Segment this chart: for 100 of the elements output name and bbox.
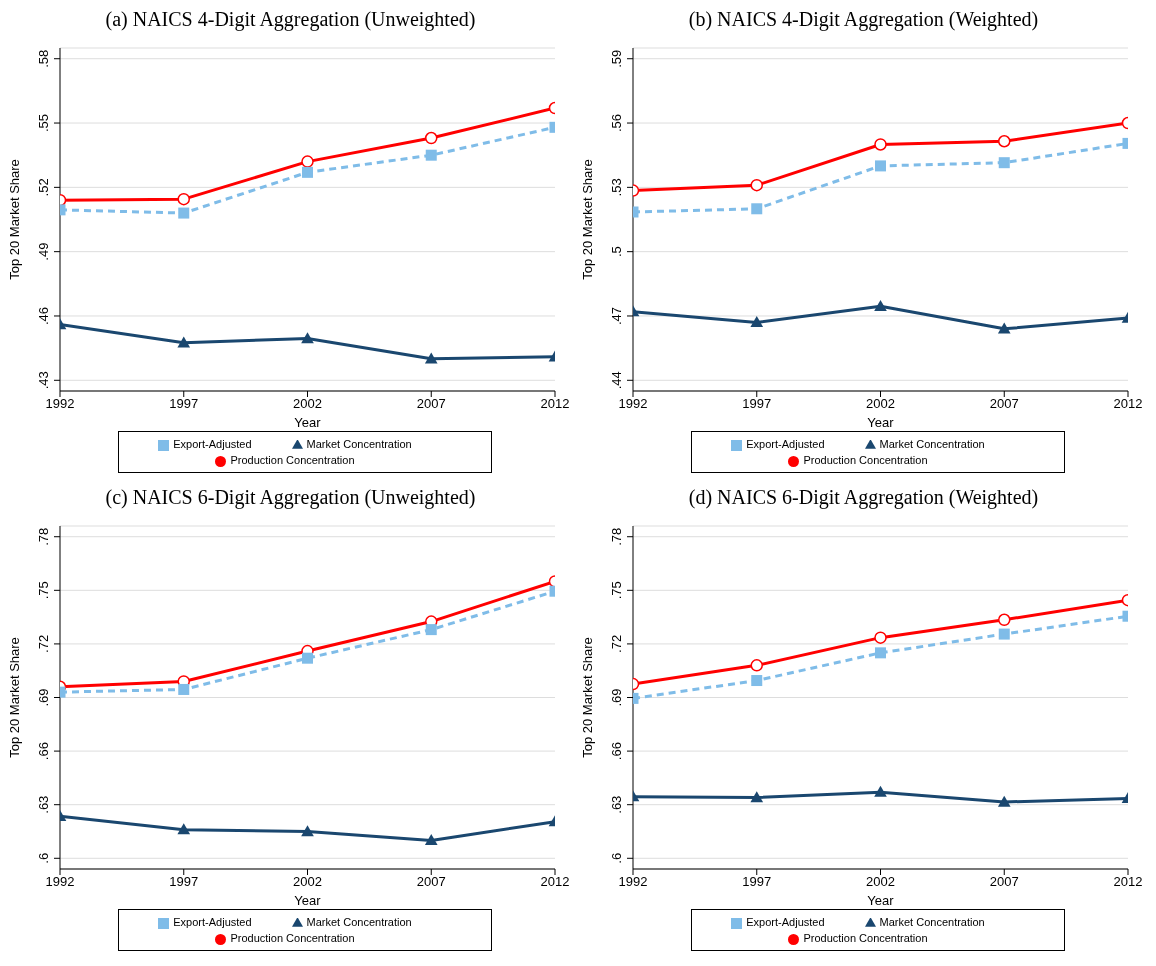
y-tick-label: .75 (609, 581, 624, 600)
point (997, 322, 1011, 334)
point (998, 157, 1010, 169)
y-axis-title: Top 20 Market Share (579, 637, 595, 758)
y-tick-label: .72 (609, 634, 624, 653)
y-tick-label: .5 (609, 246, 624, 258)
point (750, 791, 764, 803)
x-tick-label: 1992 (45, 874, 75, 890)
x-axis-title: Year (294, 415, 322, 430)
y-tick-label: .63 (36, 795, 51, 814)
y-tick-label: .69 (36, 688, 51, 707)
point (425, 131, 438, 145)
x-tick-label: 1997 (742, 396, 772, 412)
x-tick-label: 1997 (169, 874, 199, 890)
point (302, 166, 313, 178)
x-axis-title: Year (867, 415, 895, 430)
point (874, 785, 887, 797)
legend-label: Market Concentration (879, 438, 985, 450)
x-tick-label: 2012 (540, 396, 570, 412)
x-axis-title: Year (294, 893, 322, 908)
y-tick-label: .58 (36, 49, 51, 68)
y-tick-label: .6 (609, 852, 624, 864)
x-tick-label: 2012 (1113, 874, 1143, 890)
legend-label: Market Concentration (879, 916, 985, 928)
y-tick-label: .52 (36, 178, 51, 197)
x-tick-label: 2007 (989, 874, 1019, 890)
point (177, 823, 191, 835)
legend-label: Production Concentration (230, 454, 355, 466)
y-tick-label: .55 (36, 113, 51, 133)
point (301, 155, 314, 168)
point (874, 300, 887, 311)
y-tick-label: .47 (609, 306, 624, 326)
point (750, 659, 763, 672)
point (750, 178, 763, 192)
legend-label: Export-Adjusted (173, 916, 252, 928)
x-tick-label: 1997 (742, 874, 772, 890)
y-tick-label: .43 (36, 371, 51, 390)
point (750, 316, 764, 328)
y-tick-label: .66 (36, 742, 51, 761)
legend-label: Production Concentration (803, 454, 928, 466)
x-tick-label: 2002 (866, 874, 895, 890)
y-tick-label: .44 (609, 371, 624, 390)
point (301, 332, 314, 344)
x-tick-label: 2012 (540, 874, 570, 890)
y-axis-title: Top 20 Market Share (6, 159, 22, 280)
y-tick-label: .63 (609, 795, 624, 814)
point (998, 613, 1011, 627)
chart-title: (d) NAICS 6-Digit Aggregation (Weighted) (687, 486, 1040, 511)
legend-label: Market Concentration (306, 438, 412, 450)
y-tick-label: .46 (36, 306, 51, 326)
point (998, 628, 1010, 640)
x-tick-label: 2012 (1113, 396, 1143, 412)
x-tick-label: 2002 (293, 874, 322, 890)
legend-label: Export-Adjusted (746, 916, 825, 928)
point (177, 336, 191, 348)
legend-label: Export-Adjusted (746, 438, 825, 450)
y-tick-label: .78 (36, 527, 51, 546)
y-axis-title: Top 20 Market Share (579, 159, 595, 280)
y-tick-label: .75 (36, 581, 51, 600)
y-tick-label: .66 (609, 742, 624, 761)
x-tick-label: 1992 (618, 874, 648, 890)
point (997, 795, 1011, 807)
legend-label: Production Concentration (803, 932, 928, 944)
point (177, 192, 190, 206)
x-tick-label: 2002 (293, 396, 322, 412)
point (998, 135, 1011, 148)
point (425, 624, 437, 636)
point (751, 203, 763, 215)
y-tick-label: .53 (609, 178, 624, 197)
x-tick-label: 1992 (618, 396, 648, 412)
chart-title: (c) NAICS 6-Digit Aggregation (Unweighted) (104, 486, 477, 511)
point (178, 683, 190, 695)
point (424, 352, 438, 364)
x-tick-label: 2007 (989, 396, 1019, 412)
y-tick-label: .6 (36, 852, 51, 864)
x-tick-label: 2007 (416, 874, 446, 890)
legend-label: Export-Adjusted (173, 438, 252, 450)
x-tick-label: 1992 (45, 396, 75, 412)
point (178, 207, 190, 219)
point (301, 825, 314, 837)
point (874, 631, 887, 644)
legend-label: Production Concentration (230, 932, 355, 944)
point (875, 647, 886, 659)
chart-title: (a) NAICS 4-Digit Aggregation (Unweighted) (104, 8, 477, 33)
x-tick-label: 2002 (866, 396, 895, 412)
y-tick-label: .49 (36, 242, 51, 261)
point (874, 138, 887, 151)
point (751, 675, 763, 687)
chart-title: (b) NAICS 4-Digit Aggregation (Weighted) (687, 8, 1040, 33)
y-tick-label: .69 (609, 688, 624, 707)
x-axis-title: Year (867, 893, 895, 908)
y-tick-label: .56 (609, 113, 624, 133)
point (875, 160, 886, 172)
y-tick-label: .59 (609, 49, 624, 68)
legend-label: Market Concentration (306, 916, 412, 928)
point (425, 149, 437, 161)
point (302, 652, 313, 664)
point (424, 834, 438, 846)
y-axis-title: Top 20 Market Share (6, 637, 22, 758)
x-tick-label: 2007 (416, 396, 446, 412)
